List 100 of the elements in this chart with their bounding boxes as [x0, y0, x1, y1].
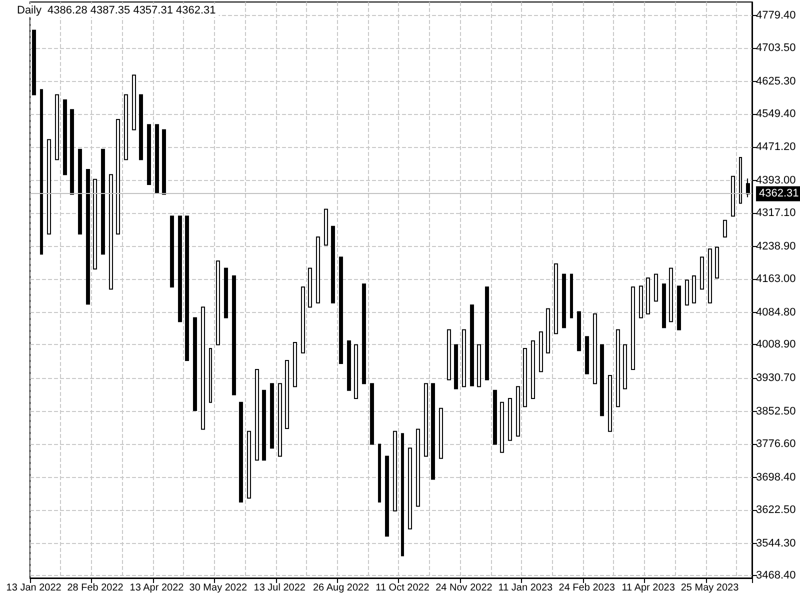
- candlestick: [516, 386, 520, 437]
- candlestick: [70, 109, 74, 195]
- candlestick: [546, 308, 550, 354]
- candlestick: [593, 313, 597, 384]
- candlestick: [293, 342, 297, 388]
- candlestick: [416, 428, 420, 507]
- candlestick: [531, 340, 535, 400]
- x-tick-label: 30 May 2022: [189, 582, 248, 594]
- candlestick: [247, 430, 251, 499]
- candlestick: [109, 174, 113, 290]
- candlestick: [462, 329, 466, 388]
- candlestick: [239, 402, 243, 502]
- candlestick: [600, 344, 604, 416]
- candlestick: [616, 329, 620, 408]
- x-tick-label: 13 Apr 2022: [130, 582, 184, 594]
- candlestick: [654, 274, 658, 302]
- candlestick: [78, 148, 82, 235]
- candlestick: [201, 306, 205, 430]
- candlestick: [408, 448, 412, 530]
- x-tick-label: 11 Apr 2023: [622, 582, 676, 594]
- candlestick: [324, 208, 328, 246]
- candlestick: [63, 99, 67, 176]
- candlestick: [124, 94, 128, 160]
- candlestick: [562, 274, 566, 328]
- candlestick: [700, 256, 704, 290]
- chart-title: Daily 4386.28 4387.35 4357.31 4362.31: [17, 4, 216, 16]
- candlestick: [147, 124, 151, 185]
- candlestick: [232, 275, 236, 396]
- candlestick: [339, 256, 343, 364]
- y-tick-label: 3698.40: [756, 471, 796, 484]
- candlestick: [508, 398, 512, 441]
- candlestick: [692, 275, 696, 304]
- candlestick: [162, 129, 166, 195]
- candlestick: [646, 278, 650, 314]
- candlestick: [178, 216, 182, 322]
- candlestick: [301, 286, 305, 354]
- candlestick: [477, 344, 481, 388]
- candlestick: [262, 390, 266, 461]
- y-tick-label: 3622.50: [756, 504, 796, 516]
- candlestick: [331, 226, 335, 304]
- y-tick-label: 4163.00: [756, 272, 796, 285]
- y-tick-label: 3544.30: [756, 537, 796, 550]
- candlestick: [662, 284, 666, 328]
- candlestick: [439, 408, 443, 459]
- y-tick-label: 3468.40: [756, 570, 796, 582]
- candlestick: [608, 374, 612, 432]
- candlestick: [677, 286, 681, 330]
- candlestick: [715, 246, 719, 279]
- y-tick-label: 4471.20: [756, 141, 796, 154]
- candlestick: [723, 220, 727, 238]
- candlestick: [431, 383, 435, 480]
- candlestick: [631, 286, 635, 370]
- y-tick-label: 4008.90: [756, 338, 796, 351]
- x-tick-label: 25 May 2023: [680, 582, 740, 594]
- candlestick: [285, 360, 289, 429]
- candlestick: [270, 383, 274, 449]
- candlestick: [378, 444, 381, 502]
- candlestick: [500, 402, 504, 453]
- candlestick: [424, 383, 428, 457]
- x-tick-label: 24 Nov 2022: [436, 582, 493, 594]
- candlestick: [739, 157, 742, 204]
- candlestick: [209, 348, 212, 403]
- y-tick-label: 4625.30: [756, 75, 796, 88]
- y-tick-label: 3776.60: [756, 438, 796, 450]
- candlestick: [86, 169, 90, 305]
- candlestick: [308, 268, 312, 308]
- candlestick: [47, 139, 51, 235]
- candlestick: [40, 89, 43, 255]
- y-tick-label: 4393.00: [756, 174, 796, 187]
- candlestick: [577, 311, 581, 352]
- candlestick: [708, 248, 712, 304]
- candlestick: [316, 236, 320, 304]
- candlestick: [731, 176, 735, 217]
- x-tick-label: 24 Feb 2023: [558, 582, 616, 594]
- candlestick: [139, 94, 143, 160]
- candlestick: [685, 280, 689, 306]
- candlestick: [116, 119, 120, 235]
- candlestick: [354, 344, 358, 400]
- candlestick: [623, 344, 627, 390]
- candlestick: [669, 268, 673, 322]
- y-tick-label: 3852.50: [756, 406, 796, 418]
- x-tick-label: 13 Jan 2022: [6, 582, 62, 594]
- x-tick-label: 11 Oct 2022: [376, 582, 430, 594]
- candlestick: [255, 368, 259, 461]
- y-tick-label: 4084.80: [756, 306, 796, 318]
- candlestick: [185, 216, 189, 362]
- candlestick: [370, 383, 374, 445]
- y-tick-label: 3930.70: [756, 372, 796, 384]
- y-tick-label: 4238.90: [756, 240, 796, 252]
- candlestick: [554, 263, 558, 334]
- candlestick: [278, 383, 282, 457]
- candlestick: [393, 430, 397, 512]
- candlestick: [585, 336, 589, 374]
- candlestick: [570, 274, 573, 318]
- candlestick: [170, 216, 174, 288]
- candlestick: [362, 284, 366, 384]
- y-tick-label: 4317.10: [756, 207, 796, 220]
- x-tick-label: 28 Feb 2022: [67, 582, 124, 594]
- ref-line-label: 4362.31: [759, 188, 799, 200]
- candlestick: [447, 329, 451, 380]
